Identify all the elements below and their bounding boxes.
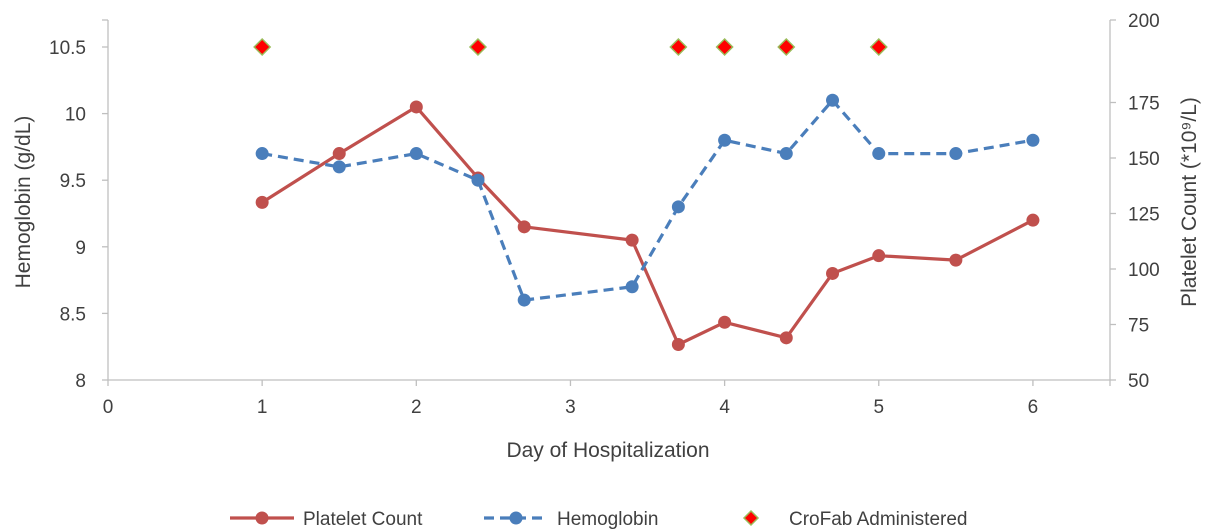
- legend-hemoglobin-label: Hemoglobin: [557, 509, 658, 530]
- platelet-count-point: [332, 147, 346, 161]
- y-right-tick-label: 100: [1128, 260, 1160, 281]
- legend-platelet-count-label: Platelet Count: [303, 509, 423, 530]
- hemoglobin-point: [471, 173, 485, 187]
- x-tick-label: 4: [719, 397, 730, 418]
- hemoglobin-point: [826, 93, 840, 107]
- hemoglobin-point: [625, 280, 639, 294]
- x-tick-label: 3: [565, 397, 576, 418]
- legend: Platelet Count Hemoglobin CroFab Administe…: [230, 509, 967, 530]
- legend-crofab-administered-label: CroFab Administered: [789, 509, 967, 530]
- platelet-count-point: [779, 331, 793, 345]
- platelet-count-line: [261, 105, 1034, 347]
- x-tick-label: 0: [103, 397, 114, 418]
- hemoglobin-point: [517, 293, 531, 307]
- y-right-tick-label: 200: [1128, 11, 1160, 32]
- y-left-tick-label: 9: [75, 238, 86, 259]
- y-left-tick-label: 8.5: [60, 304, 86, 325]
- legend-platelet-count-marker: [255, 511, 269, 525]
- x-axis-title: Day of Hospitalization: [506, 439, 709, 462]
- hemoglobin-point: [718, 133, 732, 147]
- hemoglobin-point: [779, 147, 793, 161]
- y-left-tick-label: 8: [75, 371, 86, 392]
- hemoglobin-point: [949, 147, 963, 161]
- series-layer: [253, 37, 1040, 351]
- hemoglobin-point: [332, 160, 346, 174]
- legend-crofab-administered-swatch: [742, 509, 760, 527]
- platelet-count-point: [255, 195, 269, 209]
- y-axis-title-left: Hemoglobin (g/dL): [12, 116, 35, 289]
- hemoglobin-point: [409, 147, 423, 161]
- y-right-tick-label: 175: [1128, 94, 1160, 115]
- platelet-count-point: [671, 337, 685, 351]
- crofab-administered-marker: [669, 37, 688, 57]
- crofab-administered-marker: [468, 37, 488, 57]
- y-right-tick-label: 50: [1128, 371, 1149, 392]
- axes: 0 1 2 3 4 5 6 8 8.5 9 9.5 10 10.5 50 75 100 125 150 175 200: [49, 11, 1160, 418]
- y-right-tick-label: 150: [1128, 149, 1160, 170]
- y-left-tick-label: 9.5: [60, 171, 86, 192]
- y-right-tick-label: 75: [1128, 316, 1149, 337]
- y-axis-title-right: Platelet Count (*10⁹/L): [1178, 97, 1201, 307]
- platelet-count-point: [517, 220, 531, 234]
- platelet-count-point: [409, 100, 423, 114]
- platelet-count-point: [718, 315, 732, 329]
- crofab-administered-marker: [777, 37, 796, 57]
- hemoglobin-point: [255, 147, 269, 161]
- crofab-administered-marker: [715, 37, 734, 57]
- x-tick-label: 6: [1028, 397, 1039, 418]
- crofab-administered-marker: [869, 37, 888, 57]
- legend-hemoglobin-marker: [509, 511, 523, 525]
- x-tick-label: 1: [257, 397, 268, 418]
- hemoglobin-point: [671, 200, 685, 214]
- y-left-tick-label: 10: [65, 105, 86, 126]
- platelet-count-point: [826, 266, 840, 280]
- platelet-count-point: [625, 233, 639, 247]
- hemoglobin-point: [872, 147, 886, 161]
- y-right-tick-label: 125: [1128, 205, 1160, 226]
- platelet-count-point: [949, 253, 963, 267]
- platelet-count-point: [1026, 213, 1040, 227]
- hemoglobin-point: [1026, 133, 1040, 147]
- x-tick-label: 5: [873, 397, 884, 418]
- x-tick-label: 2: [411, 397, 422, 418]
- crofab-administered-marker: [253, 37, 272, 57]
- y-left-tick-label: 10.5: [49, 38, 86, 59]
- platelet-count-point: [872, 249, 886, 263]
